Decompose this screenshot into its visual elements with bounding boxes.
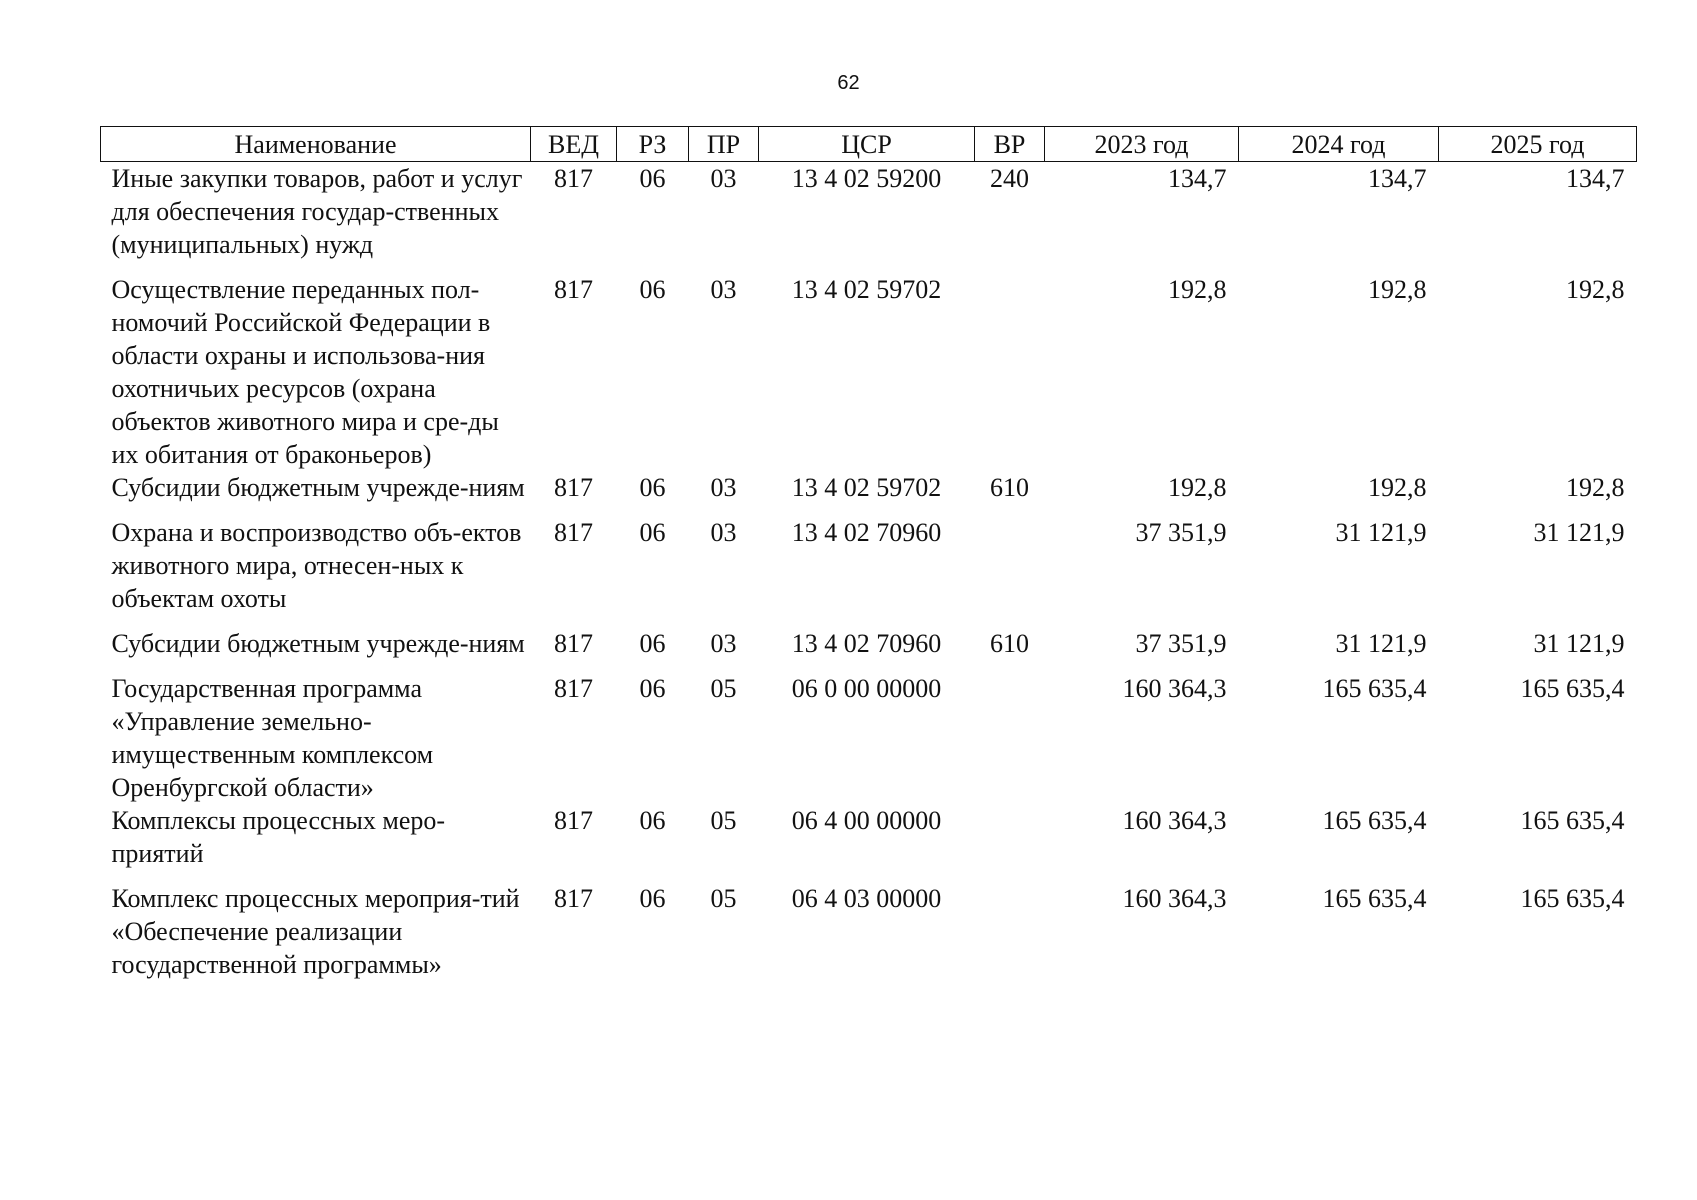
row-2024: 165 635,4 xyxy=(1322,806,1427,835)
header-2025: 2025 год xyxy=(1438,126,1637,162)
header-pr: ПР xyxy=(688,126,759,162)
row-rz: 06 xyxy=(639,674,666,703)
row-2023: 192,8 xyxy=(1168,473,1227,502)
row-name: Осуществление переданных пол-номочий Рос… xyxy=(111,275,499,469)
row-vr xyxy=(975,804,1045,870)
row-2025: 192,8 xyxy=(1566,275,1625,304)
header-csr: ЦСР xyxy=(758,126,975,162)
row-rz: 06 xyxy=(639,164,666,193)
row-ved: 817 xyxy=(554,275,593,304)
row-rz: 06 xyxy=(639,518,666,547)
row-csr: 06 4 03 00000 xyxy=(791,884,942,913)
row-vr xyxy=(975,273,1045,471)
row-name: Субсидии бюджетным учрежде-ниям xyxy=(111,473,525,502)
row-name: Охрана и воспроизводство объ-ектов живот… xyxy=(111,518,522,613)
row-vr xyxy=(975,516,1045,615)
row-2024: 31 121,9 xyxy=(1335,629,1427,658)
row-2023: 160 364,3 xyxy=(1122,884,1227,913)
row-2025: 31 121,9 xyxy=(1533,629,1625,658)
row-rz: 06 xyxy=(639,275,666,304)
table-row: Иные закупки товаров, работ и услуг для … xyxy=(101,162,1637,262)
row-2023: 37 351,9 xyxy=(1135,629,1227,658)
row-name: Иные закупки товаров, работ и услуг для … xyxy=(111,164,523,259)
row-pr: 05 xyxy=(710,674,737,703)
row-vr: 610 xyxy=(990,629,1029,658)
row-csr: 13 4 02 59702 xyxy=(791,275,942,304)
row-pr: 03 xyxy=(710,518,737,547)
row-pr: 05 xyxy=(710,884,737,913)
header-name: Наименование xyxy=(100,126,531,162)
row-ved: 817 xyxy=(554,473,593,502)
row-pr: 03 xyxy=(710,164,737,193)
row-pr: 03 xyxy=(710,473,737,502)
row-2023: 37 351,9 xyxy=(1135,518,1227,547)
row-2025: 165 635,4 xyxy=(1520,674,1625,703)
row-ved: 817 xyxy=(554,164,593,193)
row-pr: 03 xyxy=(710,629,737,658)
budget-table: Наименование ВЕД РЗ ПР ЦСР ВР 2023 год 2… xyxy=(100,126,1637,981)
row-ved: 817 xyxy=(554,884,593,913)
row-vr: 610 xyxy=(990,473,1029,502)
row-2025: 31 121,9 xyxy=(1533,518,1625,547)
row-name: Государственная программа «Управление зе… xyxy=(111,674,434,802)
row-2025: 134,7 xyxy=(1566,164,1625,193)
header-rz: РЗ xyxy=(616,126,689,162)
header-2024: 2024 год xyxy=(1238,126,1439,162)
row-name: Комплексы процессных меро-приятий xyxy=(111,806,446,868)
row-2024: 192,8 xyxy=(1368,275,1427,304)
table-row: Осуществление переданных пол-номочий Рос… xyxy=(101,273,1637,471)
row-name: Субсидии бюджетным учрежде-ниям xyxy=(111,629,525,658)
row-2025: 165 635,4 xyxy=(1520,884,1625,913)
row-rz: 06 xyxy=(639,884,666,913)
table-row: Комплекс процессных мероприя-тий «Обеспе… xyxy=(101,882,1637,981)
table-row: Охрана и воспроизводство объ-ектов живот… xyxy=(101,516,1637,615)
row-2024: 165 635,4 xyxy=(1322,674,1427,703)
row-2025: 192,8 xyxy=(1566,473,1625,502)
row-ved: 817 xyxy=(554,806,593,835)
page-number: 62 xyxy=(837,72,860,94)
row-csr: 13 4 02 70960 xyxy=(791,629,942,658)
table-header-row: Наименование ВЕД РЗ ПР ЦСР ВР 2023 год 2… xyxy=(100,126,1637,162)
row-2023: 134,7 xyxy=(1168,164,1227,193)
row-name: Комплекс процессных мероприя-тий «Обеспе… xyxy=(111,884,520,979)
row-csr: 13 4 02 59200 xyxy=(791,164,942,193)
row-2024: 192,8 xyxy=(1368,473,1427,502)
table-row: Комплексы процессных меро-приятий 817 06… xyxy=(101,804,1637,870)
row-csr: 06 0 00 00000 xyxy=(791,674,942,703)
row-rz: 06 xyxy=(639,806,666,835)
row-2024: 31 121,9 xyxy=(1335,518,1427,547)
row-rz: 06 xyxy=(639,629,666,658)
header-ved: ВЕД xyxy=(530,126,617,162)
row-ved: 817 xyxy=(554,518,593,547)
row-pr: 03 xyxy=(710,275,737,304)
row-ved: 817 xyxy=(554,674,593,703)
header-2023: 2023 год xyxy=(1044,126,1239,162)
row-2023: 192,8 xyxy=(1168,275,1227,304)
row-2025: 165 635,4 xyxy=(1520,806,1625,835)
row-csr: 13 4 02 59702 xyxy=(791,473,942,502)
row-csr: 06 4 00 00000 xyxy=(791,806,942,835)
row-pr: 05 xyxy=(710,806,737,835)
row-vr: 240 xyxy=(990,164,1029,193)
row-csr: 13 4 02 70960 xyxy=(791,518,942,547)
row-2023: 160 364,3 xyxy=(1122,806,1227,835)
row-2024: 134,7 xyxy=(1368,164,1427,193)
row-2023: 160 364,3 xyxy=(1122,674,1227,703)
table-row: Субсидии бюджетным учрежде-ниям 817 06 0… xyxy=(101,471,1637,504)
header-vr: ВР xyxy=(974,126,1045,162)
row-ved: 817 xyxy=(554,629,593,658)
row-vr xyxy=(975,882,1045,981)
row-2024: 165 635,4 xyxy=(1322,884,1427,913)
table-row: Государственная программа «Управление зе… xyxy=(101,672,1637,804)
row-rz: 06 xyxy=(639,473,666,502)
table-row: Субсидии бюджетным учрежде-ниям 817 06 0… xyxy=(101,627,1637,660)
row-vr xyxy=(975,672,1045,804)
